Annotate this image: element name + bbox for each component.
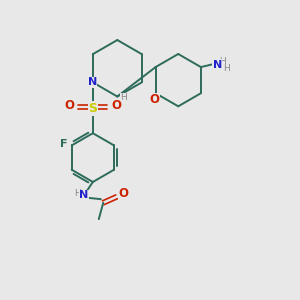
Text: H: H (224, 64, 230, 73)
Text: O: O (64, 99, 74, 112)
Text: N: N (88, 77, 97, 87)
Text: H: H (74, 189, 80, 198)
Text: F: F (60, 139, 67, 149)
Text: N: N (213, 60, 222, 70)
Text: H: H (121, 94, 127, 103)
Text: H: H (219, 57, 226, 66)
Text: N: N (79, 190, 88, 200)
Text: O: O (149, 93, 159, 106)
Text: O: O (112, 99, 122, 112)
Text: S: S (88, 102, 98, 115)
Text: O: O (118, 187, 128, 200)
